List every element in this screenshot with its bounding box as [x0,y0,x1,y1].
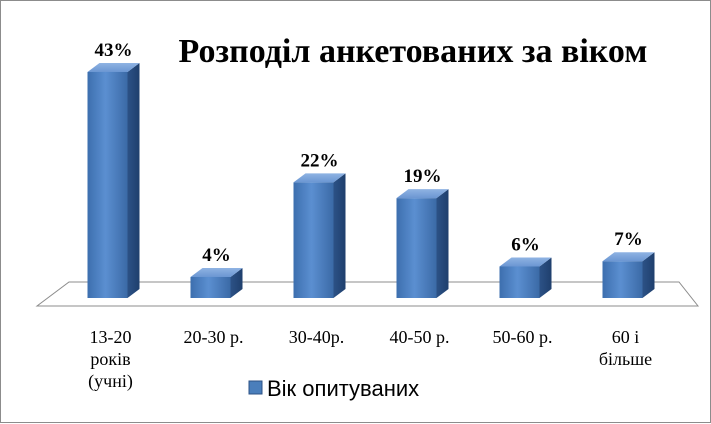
bar-top-face [190,267,243,277]
bar-top-face [499,257,552,267]
bar-front-face [602,261,643,298]
bar-3 [293,173,346,298]
bar-1 [87,63,140,298]
x-tick-label-1: 13-20 років (учні) [88,327,133,392]
data-label-5: 6% [511,234,540,255]
x-tick-label-6: 60 і більше [599,327,652,369]
bars-group [87,63,655,298]
x-tick-label-2: 20-30 р. [184,327,244,347]
bar-6 [602,252,655,298]
bar-2 [190,267,243,298]
bar-4 [396,189,449,298]
bar-top-face [602,252,655,262]
x-tick-label-5: 50-60 р. [493,327,553,347]
bar-front-face [499,266,540,298]
data-label-6: 7% [614,229,643,250]
bar-side-face [539,257,552,298]
bar-front-face [396,198,437,298]
bar-top-face [396,189,449,199]
legend-swatch [248,380,263,395]
data-label-2: 4% [202,245,231,266]
x-axis-tick-labels: 13-20 років (учні) 20-30 р. 30-40р. 40-50 р. 5… [88,327,652,392]
data-label-4: 19% [404,166,442,187]
data-label-1: 43% [95,40,133,61]
bar-top-face [87,63,140,72]
bar-front-face [87,72,128,298]
bar-side-face [230,267,243,298]
bar-side-face [127,63,140,298]
bar-front-face [293,182,334,298]
bar-top-face [293,173,346,183]
data-label-3: 22% [301,150,339,171]
data-labels-group: 43% 4% 22% 19% 6% 7% [95,40,643,266]
bar-5 [499,257,552,298]
bar-side-face [436,189,449,298]
x-tick-label-3: 30-40р. [289,327,345,347]
chart-title: Розподіл анкетованих за віком [179,33,648,70]
bar-side-face [333,173,346,298]
x-tick-label-4: 40-50 р. [390,327,450,347]
legend: Вік опитуваних [248,376,419,401]
legend-label: Вік опитуваних [267,376,419,401]
bar-side-face [642,252,655,298]
bar-front-face [190,276,231,298]
